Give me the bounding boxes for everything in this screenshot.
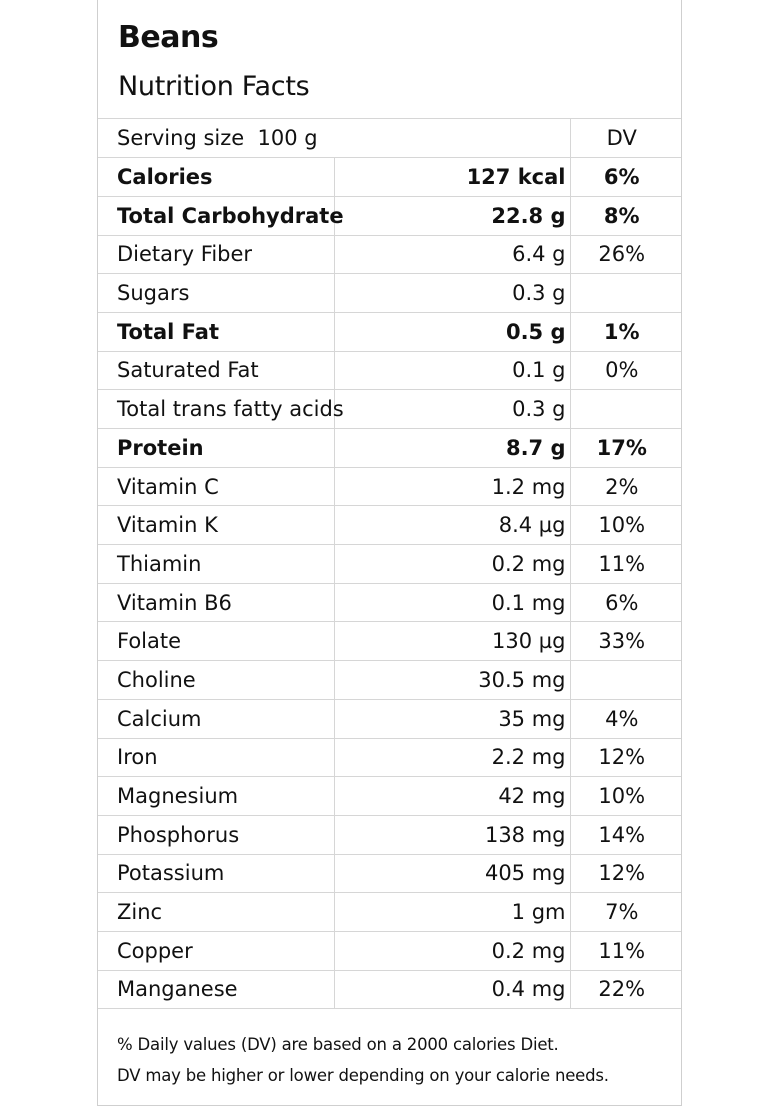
nutrient-dv: 7% <box>570 892 681 932</box>
nutrient-name: Magnesium <box>98 776 335 816</box>
nutrient-row: Dietary Fiber 6.4 g 26% <box>98 235 681 275</box>
nutrient-row: Thiamin 0.2 mg 11% <box>98 544 681 584</box>
nutrient-dv: 11% <box>570 931 681 971</box>
nutrient-dv: 4% <box>570 699 681 739</box>
nutrient-name: Manganese <box>98 970 335 1010</box>
nutrient-dv: 10% <box>570 505 681 546</box>
nutrient-row: Zinc 1 gm 7% <box>98 892 681 932</box>
label-subtitle: Nutrition Facts <box>118 71 310 102</box>
food-title: Beans <box>118 20 219 55</box>
nutrient-amount: 42 mg <box>334 776 571 816</box>
nutrient-amount: 2.2 mg <box>334 738 571 778</box>
nutrient-dv: 0% <box>570 351 681 391</box>
nutrient-row: Sugars 0.3 g <box>98 273 681 313</box>
footnote-line-2: DV may be higher or lower depending on y… <box>117 1066 609 1086</box>
nutrient-dv: 12% <box>570 854 681 894</box>
nutrient-amount: 30.5 mg <box>334 660 571 700</box>
nutrient-row: Calcium 35 mg 4% <box>98 699 681 739</box>
nutrient-amount: 0.1 g <box>334 351 571 391</box>
nutrient-name: Total trans fatty acids <box>98 389 344 429</box>
nutrient-row: Choline 30.5 mg <box>98 660 681 700</box>
nutrient-name: Vitamin C <box>98 467 335 507</box>
nutrient-amount: 1.2 mg <box>334 467 571 507</box>
nutrient-amount: 6.4 g <box>334 235 571 275</box>
nutrient-name: Choline <box>98 660 335 700</box>
nutrient-dv: 33% <box>570 621 681 662</box>
nutrient-row: Iron 2.2 mg 12% <box>98 738 681 778</box>
nutrient-name: Dietary Fiber <box>98 235 335 275</box>
nutrient-name: Vitamin B6 <box>98 583 335 623</box>
nutrient-amount: 0.4 mg <box>334 970 571 1010</box>
nutrient-amount: 130 µg <box>334 621 571 662</box>
nutrient-amount: 0.2 mg <box>334 544 571 584</box>
nutrient-amount: 0.5 g <box>334 312 571 352</box>
nutrient-amount: 8.7 g <box>334 428 571 468</box>
nutrient-row: Potassium 405 mg 12% <box>98 854 681 894</box>
serving-row: Serving size 100 g DV <box>98 119 681 159</box>
nutrient-dv: 22% <box>570 970 681 1010</box>
nutrient-name: Zinc <box>98 892 335 932</box>
nutrient-row: Saturated Fat 0.1 g 0% <box>98 351 681 391</box>
nutrient-row: Vitamin B6 0.1 mg 6% <box>98 583 681 623</box>
nutrient-row: Total Carbohydrate 22.8 g 8% <box>98 196 681 236</box>
nutrient-name: Copper <box>98 931 335 971</box>
label-header: Beans Nutrition Facts <box>98 0 681 119</box>
serving-size: Serving size 100 g <box>98 119 571 159</box>
nutrient-row: Vitamin C 1.2 mg 2% <box>98 467 681 507</box>
nutrient-name: Sugars <box>98 273 335 313</box>
nutrient-name: Thiamin <box>98 544 335 584</box>
nutrient-row: Calories 127 kcal 6% <box>98 157 681 197</box>
nutrient-name: Protein <box>98 428 335 468</box>
nutrient-amount: 138 mg <box>334 815 571 855</box>
nutrient-dv: 17% <box>570 428 681 468</box>
nutrient-name: Vitamin K <box>98 505 335 546</box>
nutrient-name: Calcium <box>98 699 335 739</box>
dv-header: DV <box>570 119 681 159</box>
nutrient-name: Total Fat <box>98 312 335 352</box>
nutrient-name: Folate <box>98 621 335 662</box>
nutrient-dv: 6% <box>570 157 681 197</box>
nutrient-name: Potassium <box>98 854 335 894</box>
nutrient-amount: 127 kcal <box>334 157 571 197</box>
nutrient-dv: 1% <box>570 312 681 352</box>
nutrient-row: Phosphorus 138 mg 14% <box>98 815 681 855</box>
nutrient-dv: 14% <box>570 815 681 855</box>
nutrient-amount: 405 mg <box>334 854 571 894</box>
nutrient-name: Phosphorus <box>98 815 335 855</box>
nutrient-amount: 8.4 µg <box>334 505 571 546</box>
nutrient-dv: 26% <box>570 235 681 275</box>
nutrient-row: Total trans fatty acids 0.3 g <box>98 389 681 429</box>
nutrient-amount: 1 gm <box>334 892 571 932</box>
label-footer: % Daily values (DV) are based on a 2000 … <box>98 1009 681 1091</box>
nutrient-name: Saturated Fat <box>98 351 335 391</box>
nutrient-amount: 35 mg <box>334 699 571 739</box>
nutrient-amount: 22.8 g <box>334 196 571 236</box>
nutrient-row: Protein 8.7 g 17% <box>98 428 681 468</box>
nutrient-dv: 11% <box>570 544 681 584</box>
nutrient-dv <box>570 273 681 313</box>
nutrient-name: Iron <box>98 738 335 778</box>
nutrient-amount: 0.3 g <box>334 273 571 313</box>
nutrition-table: Serving size 100 g DV Calories 127 kcal 6%… <box>98 119 681 1010</box>
nutrient-dv <box>570 389 681 429</box>
nutrient-dv: 2% <box>570 467 681 507</box>
nutrient-amount: 0.3 g <box>334 389 571 429</box>
nutrient-row: Manganese 0.4 mg 22% <box>98 970 681 1010</box>
nutrient-name: Calories <box>98 157 335 197</box>
nutrient-row: Vitamin K 8.4 µg 10% <box>98 505 681 546</box>
nutrient-amount: 0.1 mg <box>334 583 571 623</box>
nutrient-dv: 12% <box>570 738 681 778</box>
nutrient-dv: 8% <box>570 196 681 236</box>
nutrient-row: Copper 0.2 mg 11% <box>98 931 681 971</box>
nutrient-row: Magnesium 42 mg 10% <box>98 776 681 816</box>
nutrient-dv: 10% <box>570 776 681 816</box>
nutrition-label: Beans Nutrition Facts Serving size 100 g… <box>97 0 682 1106</box>
nutrient-dv: 6% <box>570 583 681 623</box>
footnote-line-1: % Daily values (DV) are based on a 2000 … <box>117 1035 559 1055</box>
nutrient-row: Folate 130 µg 33% <box>98 621 681 662</box>
nutrient-dv <box>570 660 681 700</box>
nutrient-amount: 0.2 mg <box>334 931 571 971</box>
nutrient-row: Total Fat 0.5 g 1% <box>98 312 681 352</box>
nutrient-name: Total Carbohydrate <box>98 196 344 236</box>
